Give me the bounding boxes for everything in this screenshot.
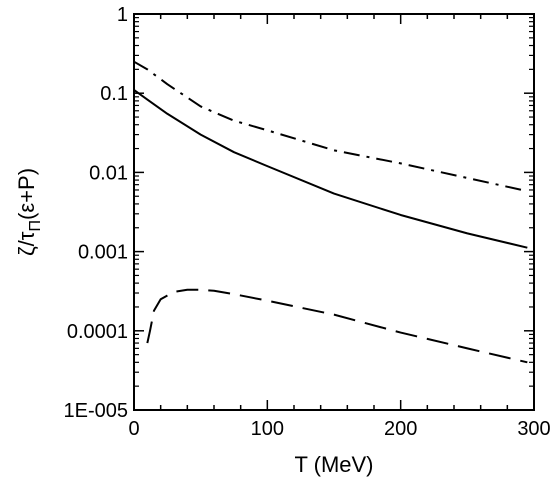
- y-axis-label: ζ/τΠ(ε+P): [14, 168, 44, 256]
- y-tick-label: 0.0001: [67, 321, 128, 343]
- x-tick-label: 100: [251, 418, 284, 440]
- y-axis-label-subscript: Π: [27, 220, 44, 232]
- series-line-dashed: [146, 288, 528, 364]
- y-tick-label: 0.1: [100, 83, 128, 105]
- x-tick-label: 300: [517, 418, 550, 440]
- y-tick-label: 0.001: [78, 242, 128, 264]
- ticks: [133, 13, 535, 411]
- y-tick-label: 1E-005: [64, 400, 129, 422]
- x-tick-label: 200: [384, 418, 417, 440]
- x-axis-label: T (MeV): [294, 452, 373, 477]
- series-line-solid: [133, 89, 528, 249]
- x-tick-label: 0: [128, 418, 139, 440]
- plot-frame: [133, 13, 535, 411]
- tick-labels: 0 100 200 300 1E-005 0.0001 0.001 0.01 0.1 1: [64, 4, 551, 440]
- y-tick-label: 0.01: [89, 162, 128, 184]
- series-line-dash-dot: [133, 60, 528, 193]
- series-group: [133, 60, 528, 364]
- y-tick-label: 1: [117, 4, 128, 26]
